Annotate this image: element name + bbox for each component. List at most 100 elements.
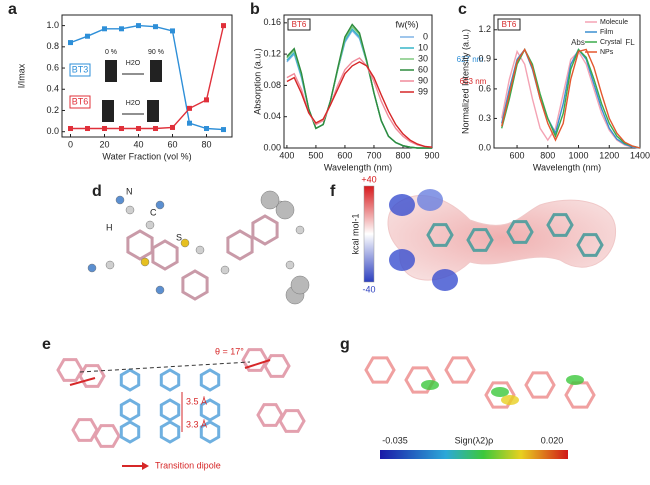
inset-label: H2O	[126, 100, 141, 107]
annotation: 627 nm	[457, 55, 484, 64]
x-axis-label: Wavelength (nm)	[533, 162, 601, 172]
x-axis-label: Water Fraction (vol %)	[102, 151, 191, 161]
series-line	[286, 27, 432, 149]
ring	[256, 403, 284, 427]
esp-region	[389, 249, 415, 271]
layer	[56, 189, 617, 448]
series-line	[286, 57, 433, 148]
series-line	[70, 24, 224, 131]
y-tick-label: 0.6	[478, 83, 491, 93]
x-tick-label: 1200	[599, 150, 619, 160]
series-line	[286, 61, 433, 148]
panel-label: d	[92, 183, 102, 200]
atom	[155, 200, 165, 210]
y-tick-label: 0.6	[46, 62, 59, 72]
x-tick-label: 80	[201, 139, 211, 149]
x-tick-label: 40	[133, 139, 143, 149]
atom	[290, 275, 310, 295]
legend-label: 90	[418, 75, 428, 85]
x-tick-label: 700	[366, 150, 381, 160]
ring	[404, 366, 436, 394]
marker	[204, 126, 209, 132]
ring	[251, 214, 279, 246]
ring	[119, 398, 141, 422]
marker	[119, 26, 124, 32]
sample-box	[287, 18, 311, 31]
y-axis-label: Absorption (a.u.)	[252, 48, 262, 115]
marker	[119, 126, 124, 132]
marker	[136, 126, 141, 132]
atom	[180, 238, 190, 248]
atom-label: N	[126, 186, 133, 196]
atom	[155, 285, 165, 295]
x-tick-label: 800	[540, 150, 555, 160]
y-tick-label: 0.8	[46, 41, 59, 51]
legend-label: NPs	[600, 49, 614, 56]
series-line	[501, 48, 641, 149]
annotation: 653 nm	[460, 77, 487, 86]
marker	[85, 33, 90, 39]
sample-box	[497, 18, 521, 31]
ring	[576, 233, 604, 257]
marker	[68, 40, 73, 46]
angle-label: θ = 17°	[215, 346, 244, 356]
ring	[364, 356, 396, 384]
series-line	[286, 25, 432, 149]
ring	[71, 418, 99, 442]
atom	[115, 195, 125, 205]
y-axis-label: Normalized Intensity (a.u.)	[460, 29, 470, 134]
y-tick-label: 0.04	[263, 111, 281, 121]
colorbar	[363, 185, 375, 283]
y-tick-label: 0.12	[263, 48, 281, 58]
nci-surface	[421, 380, 439, 390]
atom	[195, 245, 205, 255]
legend-title: fw(%)	[396, 19, 419, 29]
y-tick-label: 0.9	[478, 54, 491, 64]
nci-surface	[501, 395, 519, 405]
marker	[68, 126, 73, 132]
plot-frame	[61, 14, 233, 138]
marker	[136, 23, 141, 29]
panel-label: c	[458, 1, 467, 18]
nci-surface	[491, 387, 509, 397]
ring	[159, 420, 181, 444]
atom	[140, 257, 150, 267]
atom	[260, 190, 280, 210]
ring	[199, 398, 221, 422]
ring	[151, 239, 179, 271]
marker	[187, 120, 192, 126]
ring	[119, 368, 141, 392]
atom	[295, 225, 305, 235]
legend-label: Crystal	[600, 39, 622, 46]
dipole-line	[79, 361, 251, 373]
inset-label: 90 %	[148, 49, 164, 56]
sample-label: BT6	[502, 20, 517, 29]
vial	[102, 100, 114, 122]
nci-surface	[566, 375, 584, 385]
atom-label: C	[150, 207, 157, 217]
esp-region	[432, 269, 458, 291]
x-tick-label: 900	[424, 150, 439, 160]
vial	[147, 100, 159, 122]
ring	[126, 229, 154, 261]
atom	[105, 260, 115, 270]
inset-label: 0 %	[105, 49, 117, 56]
plot-frame	[493, 14, 641, 149]
legend-label: BT6	[72, 96, 89, 106]
distance-label: 3.3 Å	[186, 419, 207, 429]
x-tick-label: 600	[337, 150, 352, 160]
panel-label: e	[42, 336, 51, 353]
annotation: FL	[625, 38, 635, 47]
x-tick-label: 500	[308, 150, 323, 160]
legend-label: 0	[423, 31, 428, 41]
marker	[85, 126, 90, 132]
ring	[93, 424, 121, 448]
panel-label: b	[250, 1, 260, 18]
y-tick-label: 0.00	[263, 142, 281, 152]
y-tick-label: 0.3	[478, 113, 491, 123]
ring	[78, 364, 106, 388]
legend-arrowhead	[142, 462, 149, 470]
y-tick-label: 0.08	[263, 80, 281, 90]
ring	[426, 223, 454, 247]
